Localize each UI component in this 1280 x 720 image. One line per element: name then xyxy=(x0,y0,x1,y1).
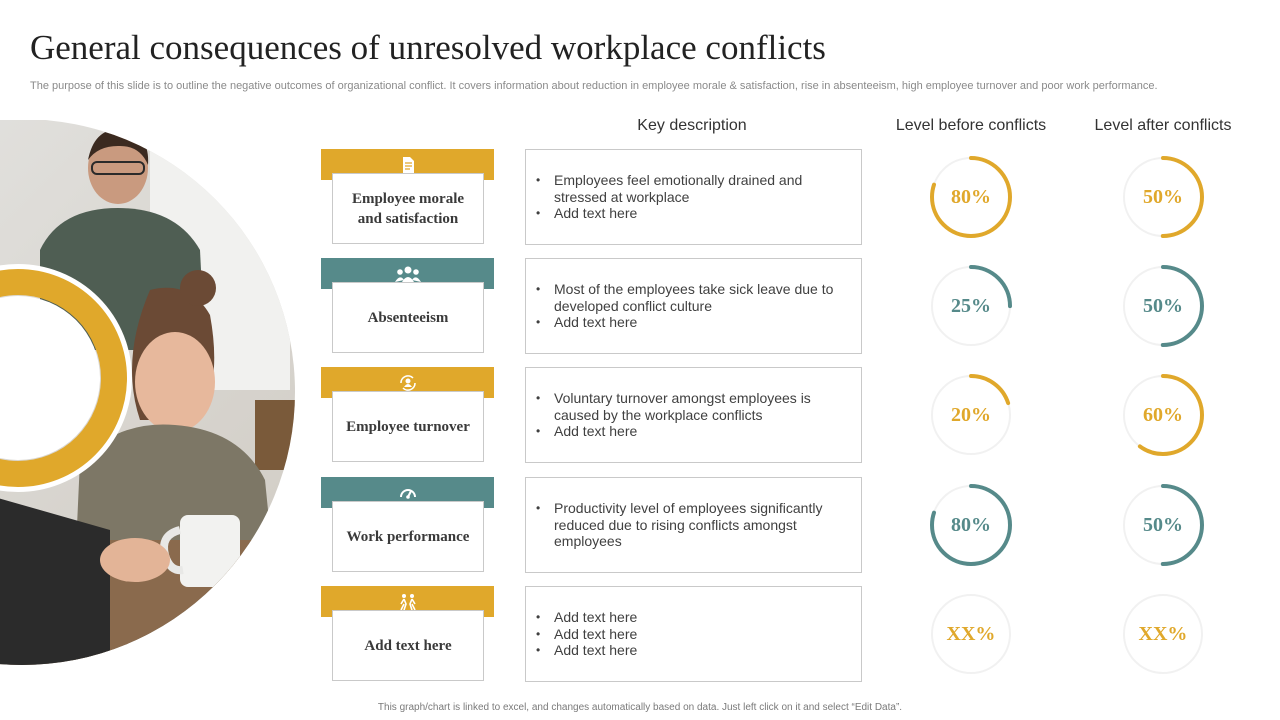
page-title: General consequences of unresolved workp… xyxy=(30,28,826,67)
description-bullet: Add text here xyxy=(536,642,845,659)
gauge-ring xyxy=(1122,374,1204,456)
description-bullet: Productivity level of employees signific… xyxy=(536,500,845,550)
gauge-value: XX% xyxy=(1138,622,1188,645)
row-label-text: Work performance xyxy=(332,501,484,572)
gauge-before: 20% xyxy=(926,370,1016,460)
gauge-ring xyxy=(930,484,1012,566)
gauge-value: 50% xyxy=(1143,513,1183,536)
gauge-track xyxy=(1123,594,1203,674)
gauge-ring xyxy=(1122,265,1204,347)
team-icon xyxy=(394,266,421,282)
description-bullet: Most of the employees take sick leave du… xyxy=(536,281,845,314)
row-description-performance: Productivity level of employees signific… xyxy=(525,477,862,573)
gauge-arc xyxy=(1122,265,1204,347)
gauge-ring xyxy=(1122,484,1204,566)
hero-photo xyxy=(0,120,295,668)
gauge-value: 25% xyxy=(951,294,991,317)
footer-note: This graph/chart is linked to excel, and… xyxy=(377,702,903,713)
gauge-after: 60% xyxy=(1118,370,1208,460)
description-bullet: Add text here xyxy=(536,423,845,440)
gauge-value: 60% xyxy=(1143,403,1183,426)
gauge-value: 80% xyxy=(951,513,991,536)
gauge-value: 80% xyxy=(951,185,991,208)
row-description-add-text: Add text here Add text here Add text her… xyxy=(525,586,862,682)
row-label-text: Add text here xyxy=(332,610,484,681)
row-label-performance: Work performance xyxy=(321,477,494,575)
gauge-ring xyxy=(930,156,1012,238)
row-label-turnover: Employee turnover xyxy=(321,367,494,465)
speedometer-icon xyxy=(399,488,416,499)
header-key-description: Key description xyxy=(637,117,747,134)
gauge-arc xyxy=(1122,156,1204,238)
gauge-arc xyxy=(1122,374,1204,456)
gauge-after: 50% xyxy=(1118,480,1208,570)
gauge-value: XX% xyxy=(946,622,996,645)
description-bullet: Add text here xyxy=(536,609,845,626)
gauge-arc xyxy=(930,265,1012,347)
row-label-morale: Employee morale and satisfaction xyxy=(321,149,494,247)
gauge-before: 80% xyxy=(926,480,1016,570)
row-description-absenteeism: Most of the employees take sick leave du… xyxy=(525,258,862,354)
gauge-before: 25% xyxy=(926,261,1016,351)
row-label-text: Employee turnover xyxy=(332,391,484,462)
photo-illustration xyxy=(0,120,295,665)
row-label-add-text: Add text here xyxy=(321,586,494,684)
page-subtitle: The purpose of this slide is to outline … xyxy=(30,80,1158,92)
row-description-turnover: Voluntary turnover amongst employees is … xyxy=(525,367,862,463)
gauge-arc xyxy=(930,484,1012,566)
gauge-ring xyxy=(930,265,1012,347)
gauge-after: XX% xyxy=(1118,589,1208,679)
gauge-arc xyxy=(1122,484,1204,566)
gauge-ring xyxy=(931,594,1011,674)
gauge-value: 20% xyxy=(951,403,991,426)
description-bullet: Add text here xyxy=(536,626,845,643)
row-description-morale: Employees feel emotionally drained and s… xyxy=(525,149,862,245)
user-cycle-icon xyxy=(399,374,416,391)
gauge-arc xyxy=(930,374,1012,456)
row-label-text: Employee morale and satisfaction xyxy=(332,173,484,244)
header-level-before: Level before conflicts xyxy=(895,117,1047,134)
gauge-value: 50% xyxy=(1143,294,1183,317)
gauge-before: 80% xyxy=(926,152,1016,242)
gauge-ring xyxy=(1122,156,1204,238)
gauge-ring xyxy=(930,374,1012,456)
gauge-before: XX% xyxy=(926,589,1016,679)
gauge-after: 50% xyxy=(1118,152,1208,242)
description-bullet: Voluntary turnover amongst employees is … xyxy=(536,390,845,423)
row-label-absenteeism: Absenteeism xyxy=(321,258,494,356)
description-bullet: Add text here xyxy=(536,314,845,331)
gauge-value: 50% xyxy=(1143,185,1183,208)
gauge-after: 50% xyxy=(1118,261,1208,351)
gauge-arc xyxy=(930,156,1012,238)
document-icon xyxy=(402,156,414,173)
description-bullet: Add text here xyxy=(536,205,845,222)
gauge-track xyxy=(931,594,1011,674)
header-level-after: Level after conflicts xyxy=(1094,117,1232,134)
description-bullet: Employees feel emotionally drained and s… xyxy=(536,172,845,205)
row-label-text: Absenteeism xyxy=(332,282,484,353)
gauge-ring xyxy=(1123,594,1203,674)
people-running-icon xyxy=(399,593,416,610)
